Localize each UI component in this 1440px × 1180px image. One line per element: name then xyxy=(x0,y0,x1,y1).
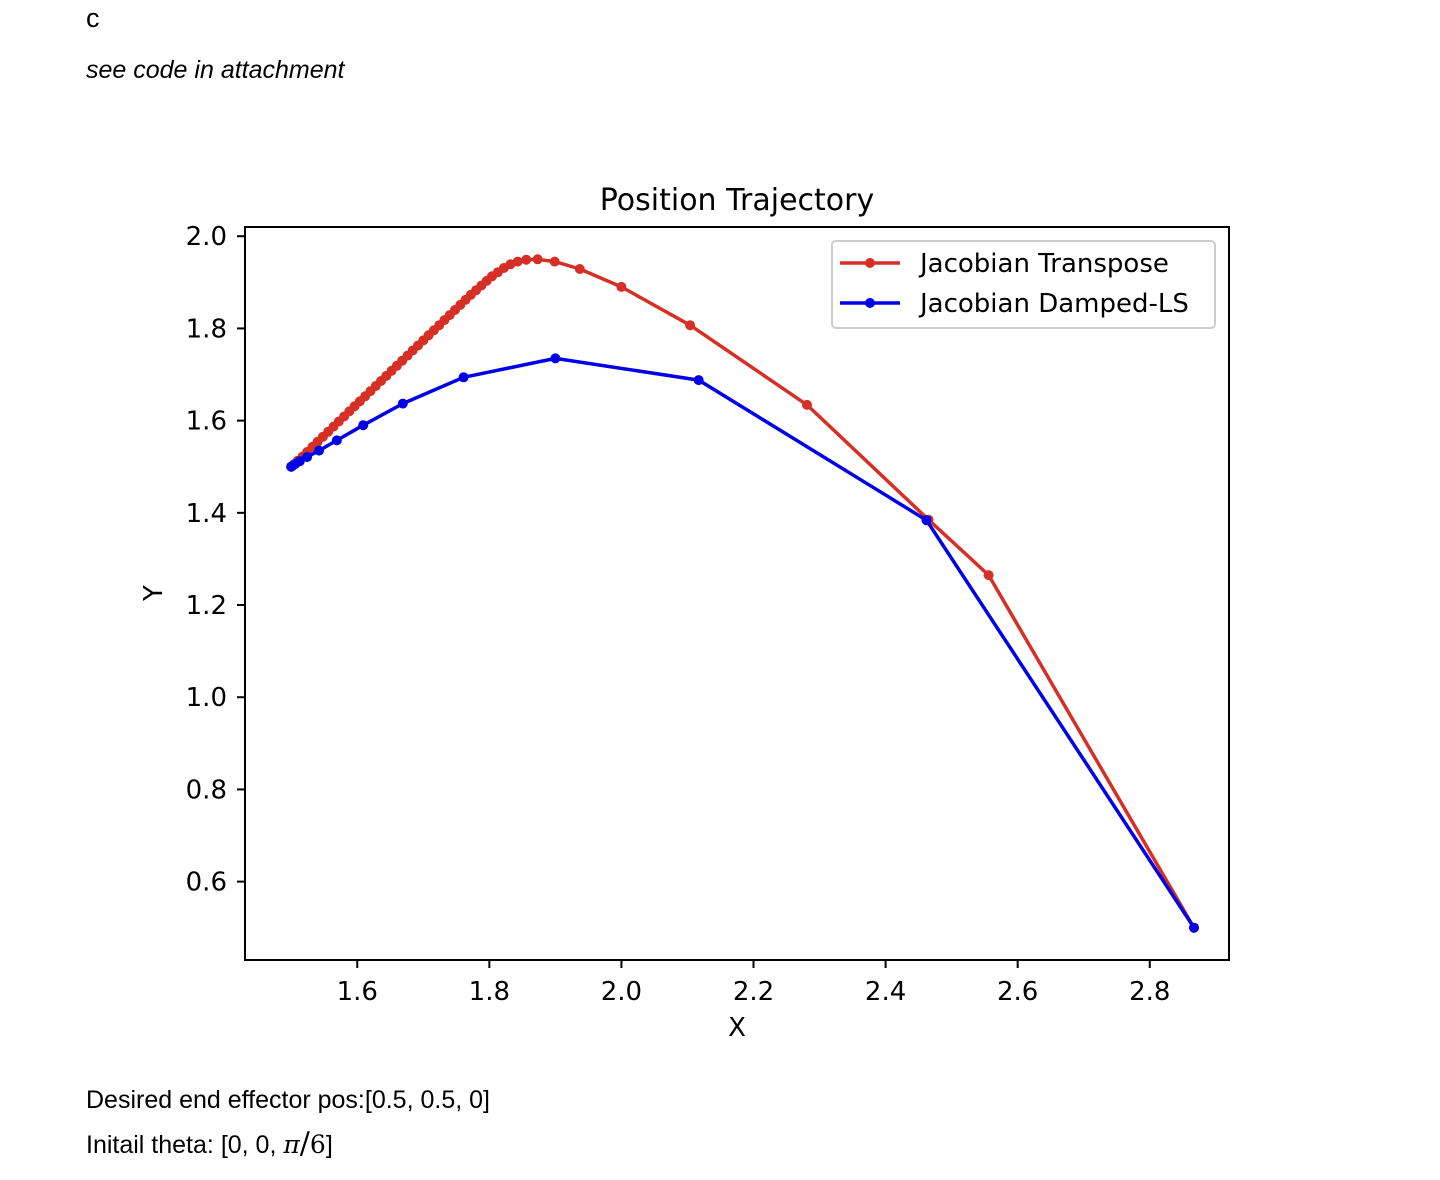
legend: Jacobian Transpose Jacobian Damped-LS xyxy=(831,240,1216,329)
plot-frame xyxy=(244,226,1230,961)
fraction-slash: / xyxy=(299,1126,310,1161)
data-point-jacobian-transpose xyxy=(532,254,543,265)
x-tick-label: 2.2 xyxy=(733,977,774,1007)
legend-label-jacobian-damped-ls: Jacobian Damped-LS xyxy=(918,289,1189,319)
initial-theta-line: Initail theta: [0, 0, π/6] xyxy=(86,1128,333,1161)
series-jacobian-transpose xyxy=(286,254,1199,933)
data-point-jacobian-transpose xyxy=(685,320,696,331)
data-point-jacobian-damped-ls xyxy=(358,420,369,431)
data-point-jacobian-transpose xyxy=(616,281,627,292)
y-tick-label: 1.8 xyxy=(186,314,227,344)
x-axis-ticks: 1.6 1.8 2.0 2.2 2.4 2.6 2.8 xyxy=(337,960,1170,1007)
data-point-jacobian-damped-ls xyxy=(302,452,313,462)
x-tick-label: 2.0 xyxy=(601,977,642,1007)
data-point-jacobian-transpose xyxy=(549,256,560,267)
data-point-jacobian-damped-ls xyxy=(1189,922,1199,933)
y-axis-ticks: 0.6 0.8 1.0 1.2 1.4 1.6 1.8 2.0 xyxy=(186,222,245,898)
legend-frame xyxy=(831,240,1216,329)
pi-symbol: π xyxy=(283,1130,300,1159)
y-tick-label: 2.0 xyxy=(186,222,227,252)
data-point-jacobian-transpose xyxy=(521,254,532,265)
series-line-jacobian-damped-ls xyxy=(290,356,1196,929)
data-point-jacobian-transpose xyxy=(983,570,994,581)
data-point-jacobian-damped-ls xyxy=(331,435,342,446)
y-tick-label: 1.2 xyxy=(186,591,227,621)
x-tick-label: 2.6 xyxy=(997,977,1038,1007)
y-tick-label: 0.6 xyxy=(186,868,227,898)
legend-label-jacobian-transpose: Jacobian Transpose xyxy=(918,249,1169,279)
desired-position-value: [0.5, 0.5, 0] xyxy=(364,1086,490,1114)
data-point-jacobian-damped-ls xyxy=(693,375,704,386)
data-point-jacobian-transpose xyxy=(802,399,812,410)
x-tick-label: 1.8 xyxy=(469,977,510,1007)
y-tick-label: 1.0 xyxy=(186,683,227,713)
desired-position-label: Desired end effector pos: xyxy=(86,1086,365,1114)
series-layer xyxy=(286,254,1199,933)
y-tick-label: 0.8 xyxy=(186,775,227,805)
x-tick-label: 2.8 xyxy=(1129,977,1170,1007)
desired-position-line: Desired end effector pos:[0.5, 0.5, 0] xyxy=(86,1084,490,1116)
series-jacobian-damped-ls xyxy=(286,353,1199,933)
series-line-jacobian-transpose xyxy=(290,257,1196,929)
legend-marker-jacobian-transpose xyxy=(865,258,875,268)
section-letter: c xyxy=(86,3,100,33)
y-tick-label: 1.4 xyxy=(186,499,227,529)
y-tick-label: 1.6 xyxy=(186,407,227,437)
data-point-jacobian-damped-ls xyxy=(314,445,324,456)
x-tick-label: 2.4 xyxy=(865,977,906,1007)
x-axis-label: X xyxy=(728,1013,746,1043)
x-tick-label: 1.6 xyxy=(337,977,378,1007)
attachment-note: see code in attachment xyxy=(86,56,345,84)
data-point-jacobian-damped-ls xyxy=(550,353,561,364)
initial-theta-label: Initail theta: xyxy=(86,1131,221,1159)
y-axis-label: Y xyxy=(139,585,169,602)
data-point-jacobian-damped-ls xyxy=(397,398,408,409)
data-point-jacobian-damped-ls xyxy=(458,372,469,383)
legend-marker-jacobian-damped-ls xyxy=(865,298,875,308)
chart-title: Position Trajectory xyxy=(600,183,874,218)
initial-theta-prefix: [0, 0, xyxy=(220,1131,284,1159)
fraction-denominator: 6 xyxy=(309,1130,326,1159)
initial-theta-fraction: π/6 xyxy=(283,1128,326,1160)
data-point-jacobian-damped-ls xyxy=(921,515,932,526)
data-point-jacobian-transpose xyxy=(574,264,585,274)
initial-theta-suffix: ] xyxy=(325,1131,333,1159)
data-point-jacobian-damped-ls xyxy=(286,461,297,472)
